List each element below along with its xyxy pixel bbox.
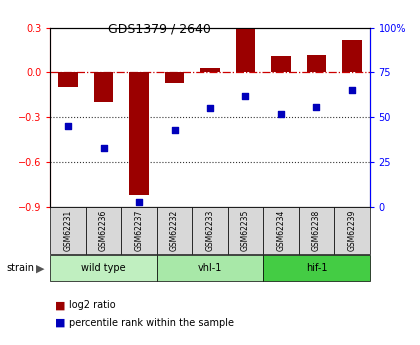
Text: ■: ■ (55, 318, 65, 327)
Text: strain: strain (6, 264, 34, 273)
Text: GSM62236: GSM62236 (99, 210, 108, 251)
FancyBboxPatch shape (50, 255, 157, 281)
Bar (94, 72, 113, 102)
Text: GSM62238: GSM62238 (312, 210, 321, 251)
Text: ■: ■ (55, 300, 65, 310)
Text: GSM62239: GSM62239 (347, 210, 356, 251)
Point (171, 127, 178, 132)
Bar (129, 72, 149, 195)
Text: GSM62234: GSM62234 (276, 210, 286, 251)
FancyBboxPatch shape (263, 255, 370, 281)
Point (278, 111, 284, 117)
FancyBboxPatch shape (50, 207, 86, 254)
Point (65, 124, 71, 129)
FancyBboxPatch shape (157, 207, 192, 254)
Bar (165, 72, 184, 83)
FancyBboxPatch shape (299, 207, 334, 254)
Text: percentile rank within the sample: percentile rank within the sample (69, 318, 234, 327)
Text: wild type: wild type (81, 263, 126, 273)
Text: vhl-1: vhl-1 (198, 263, 222, 273)
Bar (307, 55, 326, 72)
Text: GDS1379 / 2640: GDS1379 / 2640 (108, 22, 211, 36)
Text: GSM62233: GSM62233 (205, 210, 215, 251)
FancyBboxPatch shape (263, 207, 299, 254)
Bar (236, 28, 255, 72)
FancyBboxPatch shape (192, 207, 228, 254)
Point (207, 106, 213, 111)
Text: GSM62232: GSM62232 (170, 210, 179, 251)
Point (100, 145, 107, 150)
FancyBboxPatch shape (121, 207, 157, 254)
Text: GSM62237: GSM62237 (134, 210, 144, 251)
Point (349, 88, 355, 93)
FancyBboxPatch shape (228, 207, 263, 254)
Bar (58, 72, 78, 87)
FancyBboxPatch shape (334, 207, 370, 254)
FancyBboxPatch shape (157, 255, 263, 281)
Bar (342, 40, 362, 72)
Text: GSM62231: GSM62231 (64, 210, 73, 251)
Point (313, 104, 320, 109)
Point (136, 199, 142, 204)
Text: hif-1: hif-1 (306, 263, 327, 273)
Text: GSM62235: GSM62235 (241, 210, 250, 251)
Bar (271, 56, 291, 72)
FancyBboxPatch shape (86, 207, 121, 254)
Text: log2 ratio: log2 ratio (69, 300, 116, 310)
Text: ▶: ▶ (36, 264, 44, 273)
Point (242, 93, 249, 99)
Bar (200, 68, 220, 72)
